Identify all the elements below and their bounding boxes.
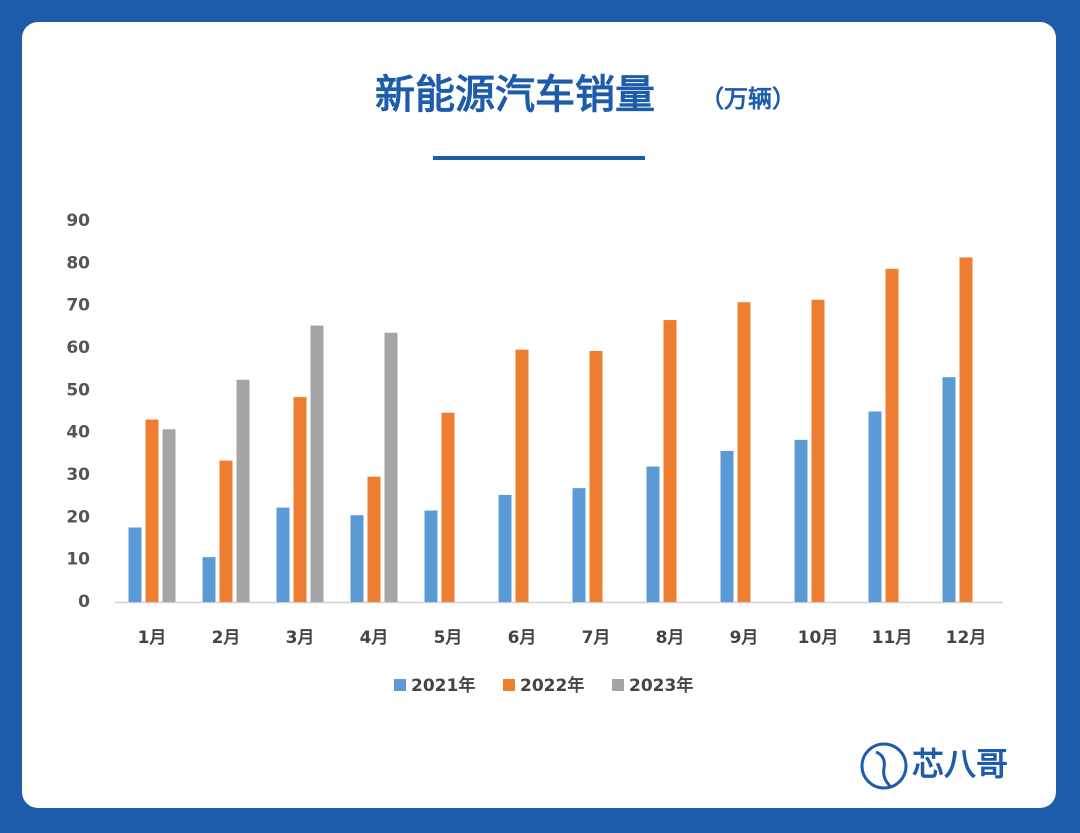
bar: [885, 268, 899, 602]
bar: [441, 412, 455, 602]
title-underline: [433, 156, 645, 160]
bar: [293, 397, 307, 602]
x-tick-label: 9月: [730, 628, 759, 648]
bar: [276, 507, 290, 602]
logo-text: 芯八哥: [912, 745, 1008, 783]
legend-label: 2022年: [520, 675, 584, 696]
y-tick-label: 30: [66, 465, 90, 485]
x-tick-label: 5月: [434, 628, 463, 648]
bar: [646, 466, 660, 602]
chart-title-unit: （万辆）: [700, 85, 796, 113]
y-tick-label: 20: [66, 507, 90, 527]
x-tick-label: 2月: [212, 628, 241, 648]
bar: [515, 349, 529, 602]
y-tick-label: 90: [66, 211, 90, 231]
logo-icon: [860, 742, 908, 790]
bar: [350, 515, 364, 602]
bar: [128, 527, 142, 602]
chart-title: 新能源汽车销量: [375, 72, 655, 118]
bar: [737, 302, 751, 602]
bar: [424, 510, 438, 602]
bar: [367, 476, 381, 602]
y-tick-label: 50: [66, 380, 90, 400]
legend-label: 2021年: [411, 675, 475, 696]
bar: [868, 411, 882, 602]
bar: [202, 557, 216, 602]
bar: [236, 379, 250, 602]
bar: [310, 325, 324, 602]
legend-swatch: [503, 679, 515, 691]
x-tick-label: 7月: [582, 628, 611, 648]
bar: [498, 494, 512, 602]
legend-label: 2023年: [629, 675, 693, 696]
bar: [794, 439, 808, 602]
card: [22, 22, 1056, 808]
bar: [145, 419, 159, 602]
bar: [162, 429, 176, 602]
x-tick-label: 12月: [946, 628, 987, 648]
y-tick-label: 10: [66, 550, 90, 570]
y-tick-label: 80: [66, 253, 90, 273]
x-tick-label: 11月: [872, 628, 913, 648]
bar: [942, 377, 956, 602]
bar: [384, 332, 398, 602]
y-tick-label: 60: [66, 338, 90, 358]
y-tick-label: 0: [78, 592, 90, 612]
x-tick-label: 4月: [360, 628, 389, 648]
y-tick-label: 70: [66, 296, 90, 316]
logo-bird: [875, 750, 892, 788]
x-tick-label: 6月: [508, 628, 537, 648]
x-tick-label: 8月: [656, 628, 685, 648]
bar: [959, 257, 973, 602]
bar: [663, 320, 677, 602]
bar: [219, 460, 233, 602]
bar: [572, 488, 586, 602]
legend-swatch: [394, 679, 406, 691]
bar: [589, 350, 603, 602]
logo: 芯八哥: [860, 742, 1008, 790]
x-tick-label: 10月: [798, 628, 839, 648]
bar: [720, 450, 734, 602]
x-tick-label: 3月: [286, 628, 315, 648]
y-tick-label: 40: [66, 423, 90, 443]
legend-swatch: [612, 679, 624, 691]
bar: [811, 299, 825, 602]
x-tick-label: 1月: [138, 628, 167, 648]
